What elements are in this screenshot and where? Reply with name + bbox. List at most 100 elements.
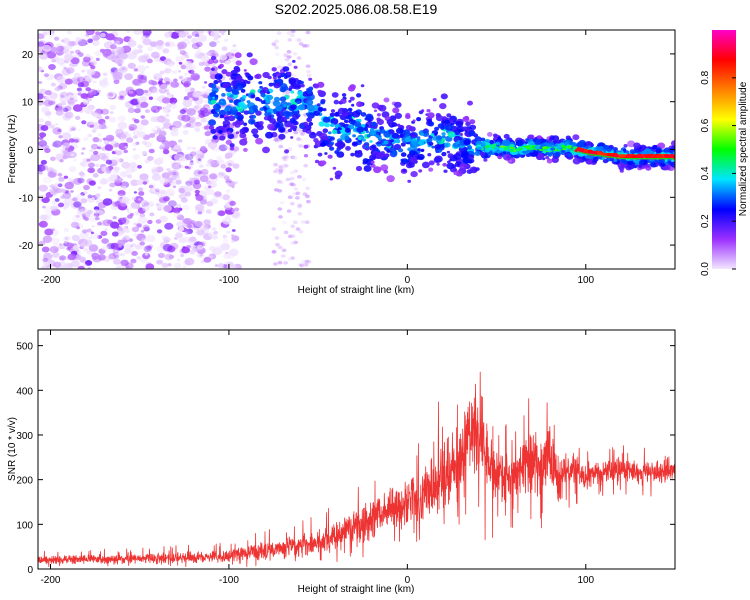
spectrogram-cell	[219, 63, 224, 68]
spectrogram-cell	[546, 158, 553, 164]
spectrogram-cell	[439, 103, 447, 110]
spectrogram-cell	[97, 89, 101, 93]
spectrogram-cell	[268, 82, 274, 87]
spectrogram-cell	[66, 30, 72, 35]
spectrogram-cell	[157, 190, 167, 199]
spectrogram-cell	[497, 155, 503, 160]
spectrogram-cell	[59, 159, 64, 163]
spectrogram-cell	[70, 260, 80, 268]
spectrogram-cell	[320, 160, 327, 166]
spectrogram-cell	[62, 155, 68, 160]
spectrogram-track-line	[576, 150, 674, 160]
spectrogram-cell	[301, 259, 306, 264]
spectrogram-cell	[293, 82, 302, 90]
spectrogram-cell	[105, 159, 113, 165]
spectrogram-cell	[341, 93, 347, 97]
spectrogram-cell	[290, 104, 297, 110]
spectrogram-cell	[287, 257, 293, 261]
spectrogram-cell	[53, 36, 60, 41]
spectrogram-cell	[234, 67, 241, 73]
spectrogram-cell	[376, 113, 381, 117]
spectrogram-cell	[51, 59, 56, 63]
spectrogram-cell	[97, 221, 102, 226]
spectrogram-cell	[271, 67, 277, 72]
y-tick-label: 400	[16, 386, 33, 397]
spectrogram-cell	[220, 100, 227, 106]
spectrogram-cell	[86, 68, 96, 76]
spectrogram-cell	[87, 266, 91, 269]
spectrogram-cell	[166, 167, 172, 172]
spectrogram-cell	[191, 31, 199, 37]
spectrogram-cell	[638, 160, 645, 165]
spectrogram-cell	[265, 131, 274, 139]
colorbar-tick-label: 0.0	[700, 262, 711, 276]
spectrogram-cell	[162, 149, 170, 155]
spectrogram-cell	[157, 80, 163, 85]
spectrogram-cell	[277, 171, 283, 175]
spectrogram-cell	[279, 96, 287, 102]
spectrogram-cell	[62, 37, 71, 44]
spectrogram-cell	[376, 119, 384, 125]
spectrogram-cell	[176, 221, 185, 228]
spectrogram-cell	[58, 135, 63, 139]
spectrogram-cell	[110, 242, 120, 250]
spectrogram-cell	[42, 205, 46, 209]
spectrogram-cell	[304, 220, 310, 224]
spectrogram-cell	[230, 251, 234, 254]
spectrogram-cell	[627, 163, 635, 170]
spectrogram-cell	[220, 195, 225, 199]
spectrogram-cell	[402, 168, 407, 173]
spectrogram-cell	[667, 160, 672, 164]
spectrogram-cell	[158, 196, 168, 204]
spectrogram-cell	[226, 261, 234, 267]
spectrogram-cell	[233, 86, 237, 90]
spectrogram-cell	[148, 148, 155, 154]
spectrogram-cell	[156, 115, 166, 123]
spectrogram-cell	[180, 55, 187, 60]
spectrogram-cell	[198, 61, 205, 67]
spectrogram-cell	[38, 41, 45, 47]
spectrogram-cell	[71, 76, 81, 85]
spectrogram-cell	[301, 263, 306, 267]
spectrogram-cell	[285, 177, 291, 182]
spectrogram-cell	[97, 133, 102, 137]
spectrogram-cell	[645, 163, 651, 168]
spectrogram-cell	[164, 31, 172, 38]
spectrogram-cell	[357, 149, 363, 154]
spectrogram-cell	[231, 185, 235, 189]
spectrogram-cell	[41, 214, 49, 221]
spectrogram-cell	[421, 109, 425, 113]
spectrogram-cell	[622, 148, 627, 152]
spectrogram-cell	[73, 139, 79, 143]
spectrogram-cell	[292, 192, 297, 196]
spectrogram-cell	[102, 219, 112, 227]
spectrogram-cell	[130, 244, 134, 248]
spectrogram-cell	[88, 215, 98, 223]
spectrogram-cell	[566, 145, 572, 149]
spectrogram-cell	[201, 85, 206, 89]
spectrogram-cell	[218, 79, 222, 83]
spectrogram-cell	[106, 49, 112, 53]
spectrogram-cell	[188, 69, 195, 75]
spectrogram-cell	[567, 152, 572, 157]
spectrogram-cell	[351, 103, 355, 107]
y-tick-label: 200	[16, 476, 33, 487]
spectrogram-cell	[209, 92, 215, 98]
spectrogram-cell	[221, 173, 225, 177]
spectrogram-cell	[87, 133, 93, 138]
spectrogram-cell	[351, 141, 358, 147]
spectrogram-cell	[234, 52, 242, 59]
spectrogram-cell	[132, 142, 139, 147]
spectrogram-cell	[185, 180, 193, 187]
spectrogram-cell	[150, 116, 158, 123]
spectrogram-cell	[113, 41, 117, 45]
spectrogram-cell	[100, 108, 110, 115]
spectrogram-cell	[606, 147, 612, 152]
spectrogram-cell	[217, 263, 225, 269]
spectrogram-cell	[40, 265, 50, 269]
spectrogram-cell	[186, 244, 191, 249]
spectrogram-cell	[124, 73, 133, 81]
spectrogram-cell	[214, 147, 220, 152]
spectrogram-cell	[85, 42, 89, 45]
spectrogram-cell	[72, 214, 82, 222]
